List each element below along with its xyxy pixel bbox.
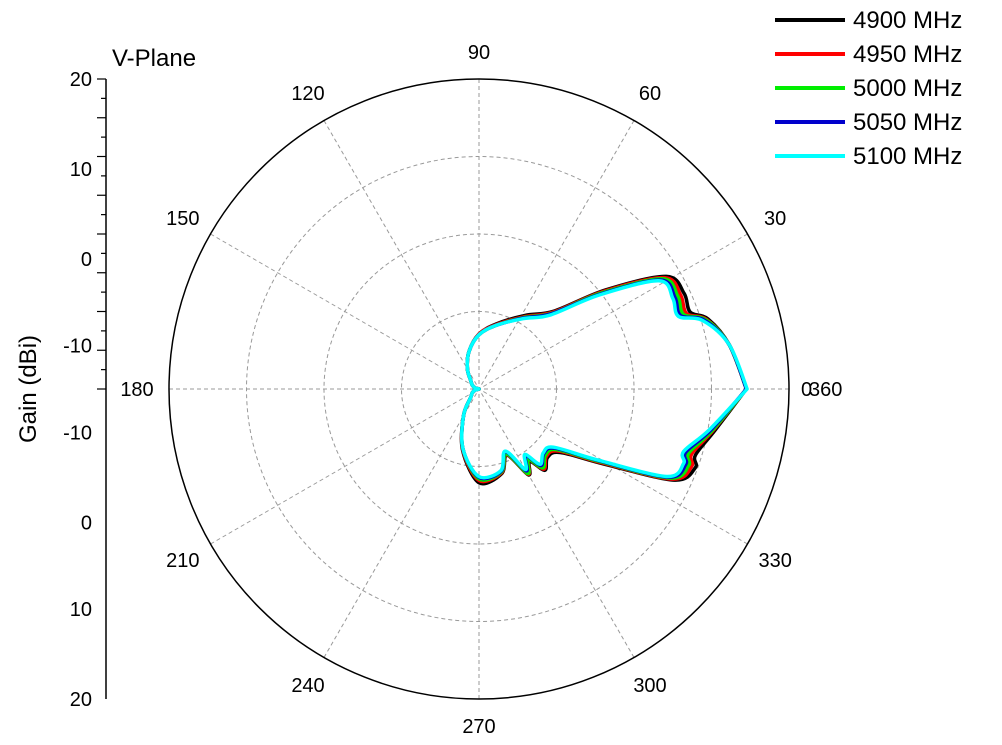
angle-label-90: 90 [468,42,490,64]
series-line-4 [459,279,749,480]
angle-label-180: 180 [120,379,153,401]
outer-circle [168,78,790,700]
angle-label-300: 300 [633,675,666,697]
series-lines [459,274,749,486]
angle-label-210: 210 [166,550,199,572]
angle-label-120: 120 [291,83,324,105]
radial-tick-label: 0 [81,512,92,534]
angle-label-270: 270 [462,716,495,738]
legend-label-3: 5050 MHz [853,109,962,136]
angle-labels: 0 30 60 90 120 150 180 210 240 270 300 330 360 [120,42,842,738]
legend-label-2: 5000 MHz [853,75,962,102]
chart-title: V-Plane [112,45,196,72]
legend: 4900 MHz 4950 MHz 5000 MHz 5050 MHz 5100 MHz [775,7,962,170]
angle-label-360: 360 [809,379,842,401]
radial-tick-label: 10 [70,599,92,621]
radial-axis: 20 10 0 -10 -10 0 10 20 [63,69,107,711]
angle-label-330: 330 [758,550,791,572]
y-axis-label: Gain (dBi) [15,335,42,443]
legend-label-0: 4900 MHz [853,7,962,34]
legend-label-1: 4950 MHz [853,41,962,68]
legend-label-4: 5100 MHz [853,143,962,170]
radial-tick-label: 20 [70,69,92,91]
radial-tick-label: 20 [70,689,92,711]
radial-tick-label: -10 [63,422,92,444]
angle-label-240: 240 [291,675,324,697]
angle-label-150: 150 [166,208,199,230]
radial-tick-label: -10 [63,336,92,358]
angle-label-60: 60 [639,83,661,105]
radial-tick-label: 10 [70,159,92,181]
series-line-3 [459,278,749,481]
angle-label-0: 0 [801,379,812,401]
angle-label-30: 30 [764,208,786,230]
radial-tick-label: 0 [81,249,92,271]
